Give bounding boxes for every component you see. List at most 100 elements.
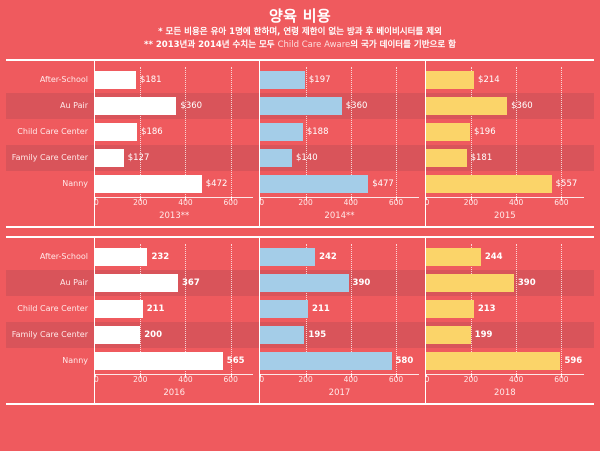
bar-nanny [425,352,561,370]
bar-value-label: $188 [306,127,329,137]
panel-2018: 244 390 213 199 596 0 200 400 600 2018 [424,238,590,403]
gridline [185,244,187,378]
tick-label: 400 [343,375,358,384]
bar-family-care-center [425,326,471,344]
tick-label: 0 [424,375,430,384]
category-label-after-school: After-School [39,75,88,84]
bar-row: 367 [95,270,253,296]
gridline [230,244,232,378]
tick-label: 200 [463,198,479,207]
bar-after-school [260,248,316,266]
bar-value-label: 565 [226,356,245,366]
category-label-au-pair: Au Pair [60,101,88,110]
tick-mark [396,374,398,377]
bar-row: $181 [425,145,584,171]
bar-row: 390 [425,270,584,296]
bar-row: 213 [425,296,584,322]
plot-area: 244 390 213 199 596 [425,244,584,378]
axis-rule [260,197,419,198]
tick-mark [230,197,232,200]
bar-row: $472 [95,171,253,197]
gridline [350,67,352,201]
bar-value-label: 195 [308,330,327,340]
chart-header: 양육 비용 * 모든 비용은 유아 1명에 한하며, 연령 제한이 없는 방과 … [0,0,600,52]
bar-value-label: $127 [127,153,150,163]
panel-2014: $197 $360 $188 $140 $477 0 200 400 600 2014** [259,61,424,226]
panels-bottom: 232 367 211 200 565 0 200 400 600 2016 242 390 211 19… [94,238,590,403]
x-axis: 0 200 400 600 [424,374,584,386]
x-axis: 0 200 400 600 [259,197,419,209]
bar-row: $477 [260,171,418,197]
bar-child-care-center [260,123,303,141]
tick-mark [230,374,232,377]
bar-au-pair [95,97,177,115]
category-label-au-pair: Au Pair [60,278,88,287]
bar-row: $360 [260,93,418,119]
plot-area: 242 390 211 195 580 [260,244,418,378]
bar-child-care-center [95,123,138,141]
plot-area: $214 $360 $196 $181 $557 [425,67,584,201]
bar-row: 200 [95,322,253,348]
bar-family-care-center [95,149,124,167]
tick-mark [396,197,398,200]
tick-label: 600 [223,198,238,207]
bar-nanny [95,175,202,193]
bar-row: $186 [95,119,253,145]
tick-label: 400 [343,198,358,207]
bar-child-care-center [425,123,470,141]
tick-label: 600 [388,198,404,207]
bar-value-label: $477 [372,179,394,189]
bar-value-label: $557 [555,179,578,189]
axis-rule [95,374,254,375]
subtitle-line-2-part-c: 의 국가 데이터를 기반으로 함 [350,40,456,50]
bar-row: $140 [260,145,418,171]
bar-value-label: 367 [182,278,200,288]
gridline [516,244,518,378]
tick-label: 200 [133,375,148,384]
bar-row: $557 [425,171,584,197]
bar-row: $197 [260,67,418,93]
bar-after-school [425,71,475,89]
panel-2016: 232 367 211 200 565 0 200 400 600 2016 [94,238,259,403]
panel-year-label: 2013** [159,211,190,221]
bar-value-label: 390 [517,278,536,288]
bar-after-school [425,248,481,266]
tick-label: 200 [298,198,313,207]
bar-value-label: $186 [141,127,163,137]
category-label-nanny: Nanny [62,356,88,365]
axis-rule [425,197,584,198]
plot-area: 232 367 211 200 565 [95,244,253,378]
x-axis: 0 200 400 600 [94,197,254,209]
gridline [305,67,307,201]
bar-value-label: $214 [478,75,500,85]
bar-value-label: $360 [180,101,203,111]
bar-value-label: 211 [146,304,165,314]
x-axis: 0 200 400 600 [259,374,419,386]
bar-row: 232 [95,244,253,270]
bar-au-pair [260,274,349,292]
bar-value-label: 390 [352,278,371,288]
tick-label: 200 [463,375,479,384]
bar-row: 195 [260,322,418,348]
bar-after-school [95,71,136,89]
tick-label: 200 [133,198,148,207]
bar-value-label: $181 [139,75,162,85]
tick-mark [516,374,518,377]
bar-value-label: 232 [151,252,170,262]
bar-row: 565 [95,348,253,374]
bar-value-label: $196 [473,127,496,137]
tick-label: 0 [94,198,99,207]
bar-family-care-center [425,149,467,167]
tick-mark [185,197,187,200]
bar-value-label: 596 [564,356,583,366]
bar-row: $188 [260,119,418,145]
bar-value-label: $472 [205,179,228,189]
bar-au-pair [260,97,342,115]
panel-2015: $214 $360 $196 $181 $557 0 200 400 600 2015 [424,61,590,226]
tick-label: 600 [223,375,238,384]
bar-value-label: $140 [295,153,318,163]
tick-label: 0 [259,198,265,207]
x-axis: 0 200 400 600 [94,374,254,386]
bar-child-care-center [425,300,474,318]
bar-nanny [260,352,392,370]
